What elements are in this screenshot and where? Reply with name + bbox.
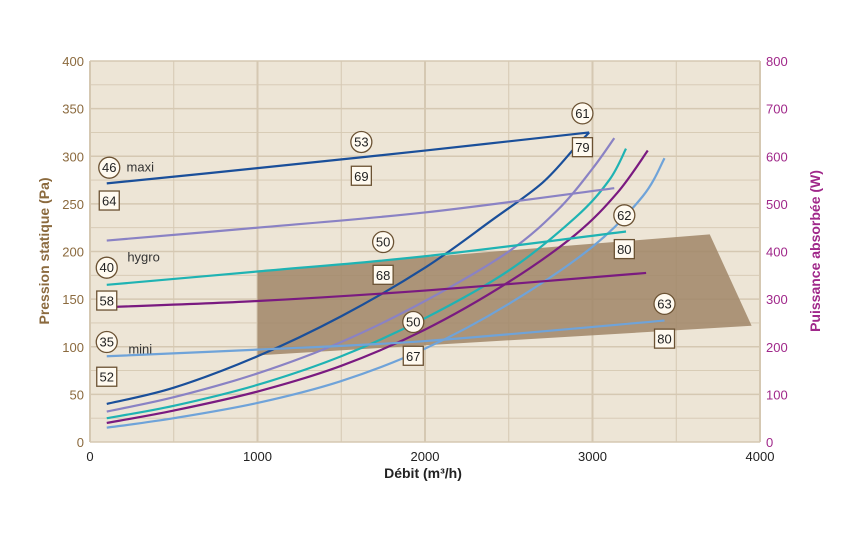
circle-marker-text: 46 bbox=[102, 160, 116, 175]
pressure-curve bbox=[106, 149, 649, 425]
circle-marker-text: 50 bbox=[406, 314, 420, 329]
x-tick-label: 4000 bbox=[746, 449, 775, 464]
square-marker-shape bbox=[96, 290, 118, 311]
square-marker: 68 bbox=[372, 264, 394, 285]
operating-zone bbox=[257, 234, 752, 356]
circle-marker-text: 50 bbox=[376, 234, 390, 249]
y-left-tick-label: 250 bbox=[62, 197, 84, 212]
x-axis-ticks: 0 1000 2000 3000 4000 bbox=[86, 449, 774, 464]
y-right-axis-label: Puissance absorbée (W) bbox=[807, 170, 823, 332]
circle-marker: 50 bbox=[371, 230, 395, 254]
square-marker: 64 bbox=[98, 190, 120, 211]
square-marker-text: 79 bbox=[575, 140, 589, 155]
power-curve bbox=[106, 319, 665, 358]
y-left-tick-label: 0 bbox=[77, 435, 84, 450]
square-marker-text: 80 bbox=[617, 242, 631, 257]
circle-marker: 46 bbox=[98, 156, 121, 179]
curve-label: hygro bbox=[127, 249, 160, 264]
power-curve bbox=[106, 230, 627, 286]
y-left-tick-label: 50 bbox=[70, 387, 84, 402]
power-curve bbox=[106, 271, 647, 309]
pressure-curve bbox=[106, 137, 616, 413]
y-right-tick-label: 300 bbox=[766, 292, 788, 307]
x-tick-label: 1000 bbox=[243, 449, 272, 464]
square-marker-shape bbox=[96, 366, 118, 387]
square-marker-text: 52 bbox=[100, 370, 114, 385]
square-marker-shape bbox=[98, 190, 120, 211]
circle-marker-text: 53 bbox=[354, 134, 368, 149]
x-axis-label: Débit (m³/h) bbox=[384, 465, 462, 481]
curve-labels: maxi hygro mini bbox=[127, 160, 160, 357]
circle-marker-shape bbox=[95, 330, 118, 354]
y-right-tick-label: 700 bbox=[766, 102, 788, 117]
circle-marker: 40 bbox=[95, 256, 118, 279]
power-curve bbox=[106, 131, 590, 185]
curve-label: maxi bbox=[127, 160, 155, 175]
y-left-tick-label: 350 bbox=[62, 102, 84, 117]
circle-marker: 35 bbox=[95, 330, 118, 354]
square-marker-text: 58 bbox=[100, 294, 114, 309]
square-marker: 58 bbox=[96, 290, 118, 311]
square-marker-shape bbox=[653, 328, 676, 349]
y-right-tick-label: 200 bbox=[766, 340, 788, 355]
y-left-tick-label: 150 bbox=[62, 292, 84, 307]
circle-marker: 62 bbox=[613, 204, 636, 227]
power-curve bbox=[106, 187, 615, 242]
y-left-tick-label: 100 bbox=[62, 340, 84, 355]
y-left-tick-label: 300 bbox=[62, 149, 84, 164]
circle-marker: 61 bbox=[571, 102, 594, 125]
circle-marker-shape bbox=[350, 130, 373, 154]
y-right-tick-label: 500 bbox=[766, 197, 788, 212]
circle-marker-shape bbox=[371, 230, 395, 254]
circle-marker-text: 35 bbox=[100, 334, 114, 349]
square-marker-text: 80 bbox=[657, 332, 671, 347]
y-right-tick-label: 800 bbox=[766, 54, 788, 69]
square-marker: 67 bbox=[402, 345, 424, 366]
y-right-tick-label: 400 bbox=[766, 245, 788, 260]
square-marker: 79 bbox=[571, 137, 594, 158]
square-marker-shape bbox=[350, 165, 373, 186]
circle-marker-shape bbox=[402, 310, 425, 334]
square-marker: 69 bbox=[350, 165, 373, 186]
circle-marker-text: 63 bbox=[657, 296, 671, 311]
circle-marker-shape bbox=[653, 292, 676, 316]
circle-marker-shape bbox=[95, 256, 118, 279]
square-marker: 80 bbox=[613, 238, 635, 260]
y-left-tick-label: 400 bbox=[62, 54, 84, 69]
y-left-axis-ticks: 0 50 100 150 200 250 300 350 400 bbox=[62, 54, 84, 450]
circle-marker-shape bbox=[613, 204, 636, 227]
square-marker-shape bbox=[571, 137, 594, 158]
x-tick-label: 3000 bbox=[578, 449, 607, 464]
square-marker-text: 64 bbox=[102, 194, 116, 209]
markers: 46 53 61 40 50 62 50 35 63 64 69 79 58 68 80 67 52 80 bbox=[95, 102, 676, 387]
square-marker-shape bbox=[372, 264, 394, 285]
y-right-tick-label: 100 bbox=[766, 387, 788, 402]
square-marker-text: 68 bbox=[376, 268, 390, 283]
square-marker-text: 69 bbox=[354, 169, 368, 184]
y-right-axis-ticks: 0 100 200 300 400 500 600 700 800 bbox=[766, 54, 788, 450]
y-right-tick-label: 600 bbox=[766, 149, 788, 164]
circle-marker: 50 bbox=[402, 310, 425, 334]
square-marker: 52 bbox=[96, 366, 118, 387]
power-curves bbox=[106, 131, 665, 358]
y-left-axis-label: Pression statique (Pa) bbox=[36, 177, 52, 324]
circle-marker: 63 bbox=[653, 292, 676, 316]
x-tick-label: 0 bbox=[86, 449, 93, 464]
pressure-curve bbox=[106, 131, 590, 405]
circle-marker-shape bbox=[98, 156, 121, 179]
circle-marker-text: 40 bbox=[100, 260, 114, 275]
circle-marker-text: 62 bbox=[617, 208, 631, 223]
y-left-tick-label: 200 bbox=[62, 245, 84, 260]
circle-marker-shape bbox=[571, 102, 594, 125]
x-tick-label: 2000 bbox=[411, 449, 440, 464]
square-marker-shape bbox=[402, 345, 424, 366]
square-marker-shape bbox=[613, 238, 635, 260]
y-right-tick-label: 0 bbox=[766, 435, 773, 450]
square-marker-text: 67 bbox=[406, 349, 420, 364]
curve-label: mini bbox=[128, 342, 152, 357]
square-marker: 80 bbox=[653, 328, 676, 349]
circle-marker: 53 bbox=[350, 130, 373, 154]
circle-marker-text: 61 bbox=[575, 106, 589, 121]
